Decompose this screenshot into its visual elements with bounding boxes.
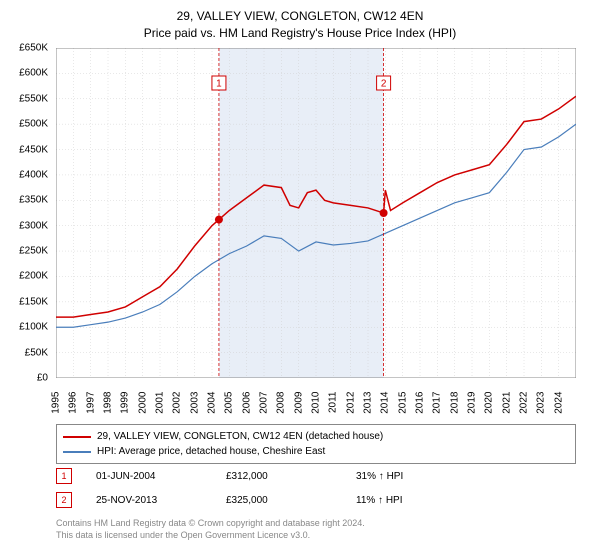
- x-tick-label: 2007: [259, 392, 270, 414]
- y-tick-label: £550K: [19, 93, 48, 104]
- marker-date: 25-NOV-2013: [96, 495, 226, 506]
- x-tick-label: 1996: [68, 392, 79, 414]
- marker-change: 31% ↑ HPI: [356, 471, 486, 482]
- x-tick-label: 2022: [519, 392, 530, 414]
- chart-title: 29, VALLEY VIEW, CONGLETON, CW12 4EN Pri…: [0, 0, 600, 42]
- x-tick-label: 2001: [155, 392, 166, 414]
- x-tick-label: 1998: [103, 392, 114, 414]
- footer-line2: This data is licensed under the Open Gov…: [56, 530, 576, 542]
- legend-item: HPI: Average price, detached house, Ches…: [63, 444, 569, 459]
- y-tick-label: £650K: [19, 43, 48, 54]
- x-tick-label: 2009: [293, 392, 304, 414]
- y-tick-label: £200K: [19, 271, 48, 282]
- footer: Contains HM Land Registry data © Crown c…: [56, 518, 576, 541]
- x-tick-label: 2015: [397, 392, 408, 414]
- y-tick-label: £300K: [19, 220, 48, 231]
- x-tick-label: 2017: [432, 392, 443, 414]
- x-tick-label: 2013: [363, 392, 374, 414]
- y-tick-label: £100K: [19, 322, 48, 333]
- x-tick-label: 2000: [137, 392, 148, 414]
- legend-label: 29, VALLEY VIEW, CONGLETON, CW12 4EN (de…: [97, 429, 383, 444]
- marker-change: 11% ↑ HPI: [356, 495, 486, 506]
- legend-label: HPI: Average price, detached house, Ches…: [97, 444, 325, 459]
- x-tick-label: 2016: [415, 392, 426, 414]
- y-tick-label: £600K: [19, 68, 48, 79]
- marker-number-box: 2: [56, 492, 72, 508]
- x-tick-label: 2023: [536, 392, 547, 414]
- legend-swatch: [63, 451, 91, 453]
- x-tick-label: 2012: [345, 392, 356, 414]
- x-tick-label: 2004: [207, 392, 218, 414]
- marker-table: 1 01-JUN-2004£312,00031% ↑ HPI 2 25-NOV-201…: [56, 464, 576, 512]
- legend: 29, VALLEY VIEW, CONGLETON, CW12 4EN (de…: [56, 424, 576, 464]
- x-tick-label: 2011: [328, 392, 339, 414]
- marker-price: £325,000: [226, 495, 356, 506]
- x-tick-label: 2018: [449, 392, 460, 414]
- x-tick-label: 2021: [501, 392, 512, 414]
- y-tick-label: £450K: [19, 144, 48, 155]
- marker-row: 2 25-NOV-2013£325,00011% ↑ HPI: [56, 488, 576, 512]
- x-tick-label: 2014: [380, 392, 391, 414]
- x-tick-label: 2002: [172, 392, 183, 414]
- legend-swatch: [63, 436, 91, 438]
- marker-number-box: 1: [56, 468, 72, 484]
- x-tick-label: 2003: [189, 392, 200, 414]
- title-line2: Price paid vs. HM Land Registry's House …: [0, 25, 600, 42]
- y-tick-label: £400K: [19, 169, 48, 180]
- x-tick-label: 2008: [276, 392, 287, 414]
- x-tick-label: 1997: [85, 392, 96, 414]
- x-tick-label: 2005: [224, 392, 235, 414]
- x-tick-label: 2020: [484, 392, 495, 414]
- x-tick-label: 2024: [553, 392, 564, 414]
- marker-price: £312,000: [226, 471, 356, 482]
- x-tick-label: 2010: [311, 392, 322, 414]
- marker-date: 01-JUN-2004: [96, 471, 226, 482]
- y-tick-label: £50K: [25, 347, 48, 358]
- footer-line1: Contains HM Land Registry data © Crown c…: [56, 518, 576, 530]
- y-tick-label: £350K: [19, 195, 48, 206]
- y-tick-label: £500K: [19, 119, 48, 130]
- y-axis: £0£50K£100K£150K£200K£250K£300K£350K£400…: [0, 48, 52, 378]
- y-tick-label: £250K: [19, 246, 48, 257]
- svg-text:1: 1: [216, 79, 222, 90]
- y-tick-label: £0: [37, 373, 48, 384]
- marker-row: 1 01-JUN-2004£312,00031% ↑ HPI: [56, 464, 576, 488]
- legend-item: 29, VALLEY VIEW, CONGLETON, CW12 4EN (de…: [63, 429, 569, 444]
- x-tick-label: 1995: [51, 392, 62, 414]
- x-tick-label: 1999: [120, 392, 131, 414]
- chart-svg: 12: [56, 48, 576, 378]
- svg-text:2: 2: [381, 79, 387, 90]
- title-line1: 29, VALLEY VIEW, CONGLETON, CW12 4EN: [0, 8, 600, 25]
- y-tick-label: £150K: [19, 296, 48, 307]
- x-tick-label: 2019: [467, 392, 478, 414]
- chart-container: 29, VALLEY VIEW, CONGLETON, CW12 4EN Pri…: [0, 0, 600, 560]
- x-axis: 1995199619971998199920002001200220032004…: [56, 382, 576, 422]
- plot-area: 12: [56, 48, 576, 378]
- x-tick-label: 2006: [241, 392, 252, 414]
